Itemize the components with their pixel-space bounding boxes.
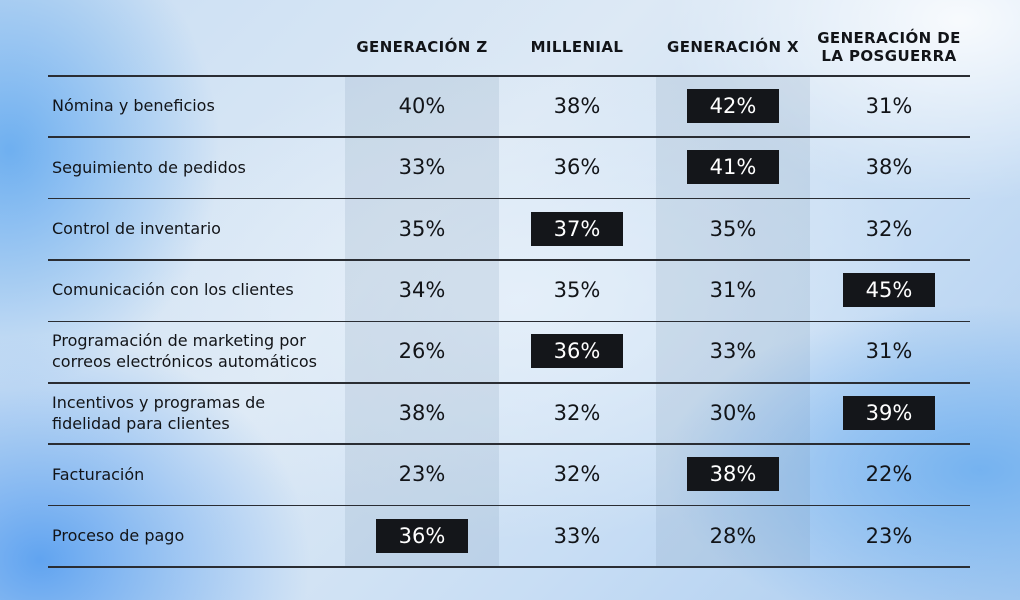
value-cell: 31% — [865, 339, 913, 364]
highlighted-value-cell: 45% — [843, 272, 935, 307]
value-cell: 28% — [709, 523, 757, 548]
value-cell: 31% — [865, 93, 913, 118]
highlighted-value-cell: 36% — [376, 518, 468, 553]
value-cell: 36% — [553, 155, 601, 180]
value-cell: 30% — [709, 400, 757, 425]
value-cell: 23% — [398, 462, 446, 487]
value-cell: 33% — [553, 523, 601, 548]
value-cell: 38% — [553, 93, 601, 118]
row-label: Comunicación con los clientes — [52, 280, 294, 300]
row-divider — [48, 504, 970, 507]
row-label: Facturación — [52, 464, 145, 484]
highlighted-value-cell: 37% — [531, 211, 623, 246]
row-divider — [48, 382, 970, 384]
value-cell: 26% — [398, 339, 446, 364]
value-cell: 34% — [398, 277, 446, 302]
value-cell: 38% — [865, 155, 913, 180]
highlighted-value-cell: 42% — [687, 88, 779, 123]
value-cell: 23% — [865, 523, 913, 548]
row-label: Nómina y beneficios — [52, 96, 215, 116]
value-cell: 35% — [553, 277, 601, 302]
row-divider — [48, 136, 970, 138]
value-cell: 40% — [398, 93, 446, 118]
value-cell: 38% — [398, 400, 446, 425]
column-header: GENERACIÓN DE LA POSGUERRA — [817, 29, 961, 65]
highlighted-value-cell: 41% — [687, 150, 779, 185]
column-header: MILLENIAL — [530, 38, 624, 56]
value-cell: 31% — [709, 277, 757, 302]
value-cell: 33% — [398, 155, 446, 180]
column-header: GENERACIÓN X — [667, 38, 799, 56]
value-cell: 32% — [553, 400, 601, 425]
row-divider — [48, 197, 970, 200]
highlighted-value-cell: 36% — [531, 334, 623, 369]
highlighted-value-cell: 39% — [843, 395, 935, 430]
row-divider — [48, 566, 970, 568]
column-shade — [345, 75, 499, 566]
row-divider — [48, 443, 970, 445]
column-header: GENERACIÓN Z — [356, 38, 488, 56]
value-cell: 35% — [398, 216, 446, 241]
row-divider — [48, 320, 970, 323]
row-divider — [48, 75, 970, 77]
row-label: Programación de marketing por correos el… — [52, 331, 318, 372]
row-label: Seguimiento de pedidos — [52, 157, 246, 177]
row-label: Proceso de pago — [52, 525, 185, 545]
row-label: Control de inventario — [52, 218, 221, 238]
highlighted-value-cell: 38% — [687, 457, 779, 492]
value-cell: 22% — [865, 462, 913, 487]
value-cell: 32% — [553, 462, 601, 487]
value-cell: 32% — [865, 216, 913, 241]
row-label: Incentivos y programas de fidelidad para… — [52, 392, 266, 433]
row-divider — [48, 259, 970, 261]
value-cell: 33% — [709, 339, 757, 364]
value-cell: 35% — [709, 216, 757, 241]
